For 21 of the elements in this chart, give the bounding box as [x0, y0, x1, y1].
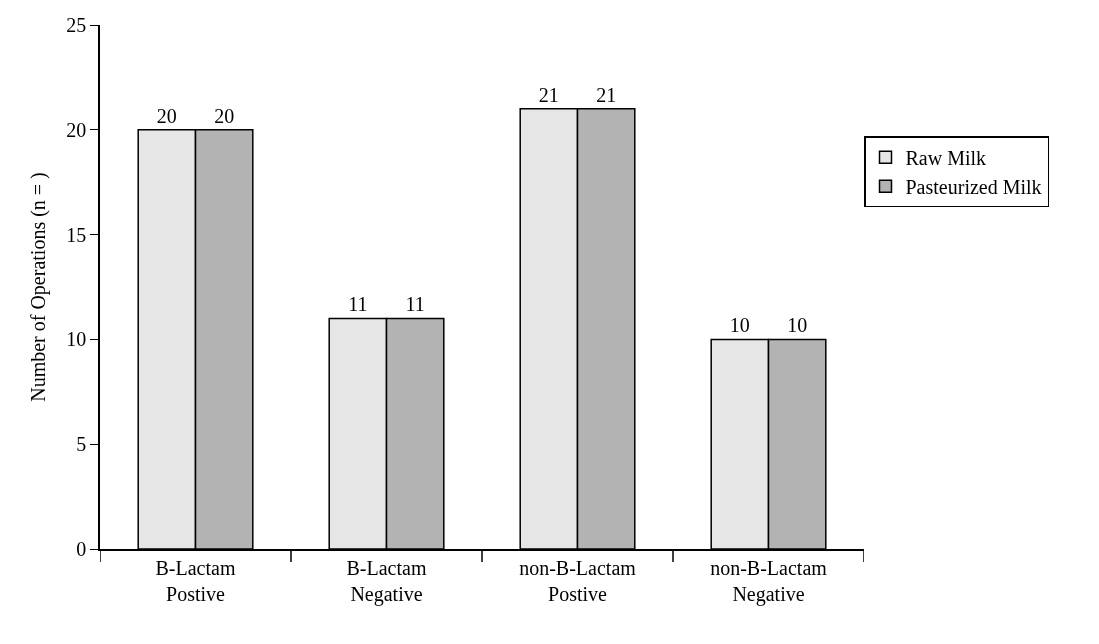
y-tick-label: 20: [66, 118, 87, 141]
legend-label: Pasteurized Milk: [905, 176, 1042, 199]
data-label: 10: [787, 314, 808, 337]
data-label: 11: [348, 293, 368, 316]
data-label: 21: [596, 83, 617, 106]
x-tick-label: B-Lactam Postive: [155, 556, 236, 605]
y-tick-label: 15: [66, 223, 87, 246]
data-label: 21: [538, 83, 559, 106]
data-label: 11: [405, 293, 425, 316]
legend-label: Raw Milk: [905, 147, 987, 170]
y-tick-label: 5: [76, 433, 87, 456]
x-tick-label: B-Lactam Negative: [346, 556, 427, 606]
x-tick-label: non-B-Lactam Postive: [519, 556, 637, 605]
data-label: 20: [156, 104, 177, 127]
data-label: 20: [214, 104, 235, 127]
y-axis-title: Number of Operations (n = ): [27, 172, 51, 402]
x-tick-label: non-B-Lactam Negative: [710, 556, 828, 606]
y-tick-label: 10: [66, 328, 87, 351]
y-tick-label: 0: [76, 538, 87, 560]
y-tick-label: 25: [66, 14, 87, 36]
data-label: 10: [729, 314, 750, 337]
